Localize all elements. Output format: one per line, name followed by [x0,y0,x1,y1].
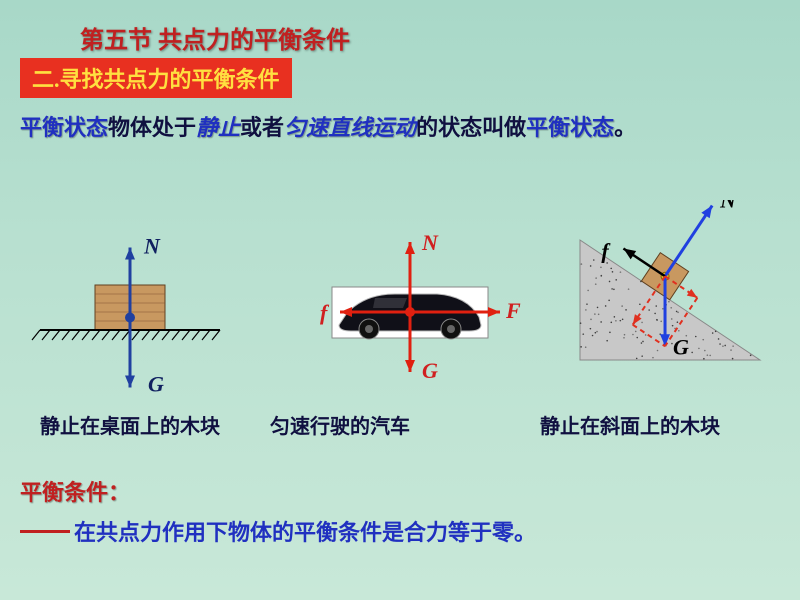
svg-text:N: N [143,234,161,259]
defn-term2: 平衡状态 [526,115,614,140]
subsection-title: 二.寻找共点力的平衡条件 [32,67,280,92]
definition-text: 平衡状态物体处于静止或者匀速直线运动的状态叫做平衡状态。 [20,110,780,142]
defn-state2: 匀速直线运动 [284,115,416,140]
diagram2-svg: N G Ff [280,200,540,400]
svg-text:G: G [673,334,689,359]
svg-text:N: N [421,230,439,255]
defn-end: 。 [614,115,636,140]
defn-state1: 静止 [196,115,240,140]
caption-car: 匀速行驶的汽车 [270,410,410,439]
caption-incline: 静止在斜面上的木块 [540,410,720,439]
defn-plain2: 或者 [240,115,284,140]
defn-plain1: 物体处于 [108,115,196,140]
diagram-row: NG NGFf NfG [0,200,800,420]
svg-text:G: G [148,372,164,397]
condition-label: 平衡条件： [20,475,130,507]
svg-text:F: F [505,298,521,323]
condition-row: 在共点力作用下物体的平衡条件是合力等于零。 [20,515,780,547]
defn-term1: 平衡状态 [20,115,108,140]
diagram-car: N G Ff [280,200,540,400]
condition-underline [20,530,70,533]
svg-text:f: f [320,300,330,325]
subsection-box: 二.寻找共点力的平衡条件 [20,58,292,98]
svg-text:N: N [719,200,737,213]
diagram-incline: NfG [560,200,780,400]
diagram1-svg: NG [30,200,230,400]
caption-block-table: 静止在桌面上的木块 [40,410,220,439]
diagram-block-on-table: NG [30,200,230,400]
section-title: 第五节 共点力的平衡条件 [80,20,350,55]
condition-text: 在共点力作用下物体的平衡条件是合力等于零。 [74,520,536,545]
diagram3-svg: NfG [560,200,780,400]
defn-plain3: 的状态叫做 [416,115,526,140]
svg-text:G: G [422,358,438,383]
